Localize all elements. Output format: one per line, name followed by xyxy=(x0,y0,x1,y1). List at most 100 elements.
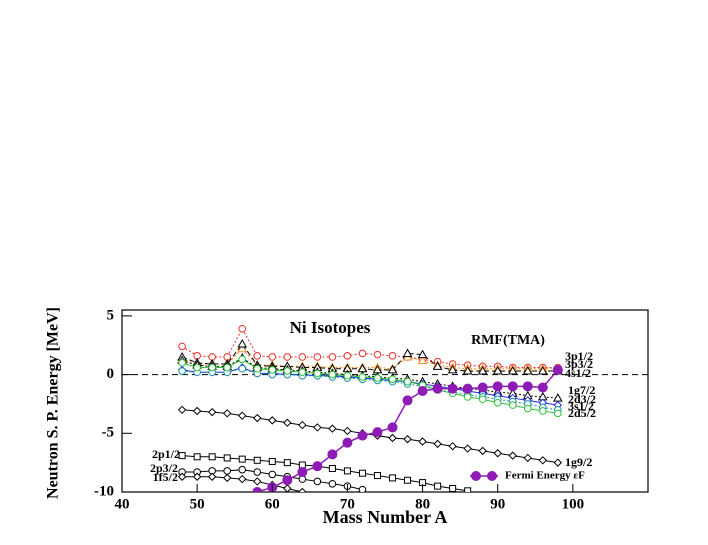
point xyxy=(283,459,291,467)
y-axis-label: Neutron S. P. Energy [MeV] xyxy=(45,307,62,499)
point xyxy=(553,458,563,467)
point xyxy=(448,441,457,451)
series-label: 4s1/2 xyxy=(565,366,591,380)
series-line xyxy=(181,357,558,399)
point xyxy=(222,473,232,483)
point xyxy=(328,465,336,473)
point xyxy=(462,383,473,394)
point xyxy=(238,324,247,333)
legend-label: Fermi Energy εF xyxy=(505,470,585,482)
point xyxy=(373,350,382,359)
point xyxy=(552,364,563,375)
chart-title: Ni Isotopes xyxy=(290,318,371,337)
point xyxy=(433,439,442,449)
point xyxy=(449,484,457,492)
point xyxy=(554,409,562,418)
point xyxy=(313,353,322,361)
point xyxy=(493,449,502,458)
point xyxy=(253,477,262,486)
point xyxy=(207,407,217,417)
point xyxy=(463,393,472,401)
point xyxy=(358,349,367,358)
x-tick-label: 50 xyxy=(190,496,205,512)
point xyxy=(313,369,322,378)
point xyxy=(223,363,231,372)
y-tick-label: -10 xyxy=(94,483,114,499)
point xyxy=(372,427,383,438)
point xyxy=(252,487,263,492)
point xyxy=(313,477,322,486)
point xyxy=(253,351,262,360)
point xyxy=(463,444,472,453)
point xyxy=(297,467,308,478)
point xyxy=(387,364,398,374)
point xyxy=(508,401,517,409)
plot-area xyxy=(122,324,648,492)
point xyxy=(253,413,262,423)
series-label: 1g7/2 xyxy=(568,383,595,397)
point xyxy=(447,383,458,394)
x-tick-label: 60 xyxy=(265,496,280,512)
point xyxy=(537,366,548,375)
point xyxy=(373,472,381,480)
point xyxy=(417,386,428,397)
point xyxy=(432,361,443,370)
point xyxy=(268,366,277,374)
point xyxy=(178,452,186,460)
point xyxy=(253,456,261,464)
point xyxy=(238,364,247,373)
x-tick-label: 40 xyxy=(115,496,130,512)
point xyxy=(478,446,487,456)
point xyxy=(298,420,307,430)
point xyxy=(358,469,366,477)
point xyxy=(522,381,533,392)
point xyxy=(388,375,397,384)
point xyxy=(328,370,337,379)
point xyxy=(417,355,428,364)
point xyxy=(178,367,186,375)
point xyxy=(193,363,201,372)
x-tick-label: 70 xyxy=(340,496,355,512)
point xyxy=(312,461,323,472)
series-label: 1f5/2 xyxy=(153,470,178,484)
point xyxy=(283,353,292,361)
point xyxy=(192,472,202,481)
point xyxy=(432,383,443,394)
point xyxy=(253,468,262,476)
point xyxy=(523,453,532,463)
x-tick-label: 80 xyxy=(415,496,430,512)
point xyxy=(493,398,502,407)
point xyxy=(477,366,488,375)
point xyxy=(328,424,337,433)
point xyxy=(477,382,488,393)
point xyxy=(357,430,368,441)
point xyxy=(464,487,472,492)
series-line xyxy=(182,409,558,464)
point xyxy=(193,453,201,461)
point xyxy=(402,395,413,406)
series-label: 1g9/2 xyxy=(565,455,592,469)
point xyxy=(507,366,518,375)
point xyxy=(238,411,247,420)
point xyxy=(522,366,533,375)
plot-frame xyxy=(121,309,649,493)
y-tick-label: -5 xyxy=(102,425,115,441)
annotation: RMF(TMA) xyxy=(471,333,545,348)
point xyxy=(208,453,216,461)
point xyxy=(268,457,276,465)
point xyxy=(282,475,293,486)
point xyxy=(389,474,397,482)
point xyxy=(343,426,352,436)
point xyxy=(268,470,277,479)
point xyxy=(327,449,338,460)
point xyxy=(192,406,202,416)
point xyxy=(238,355,247,364)
point xyxy=(387,422,398,433)
series-label: 3s1/2 xyxy=(568,399,594,413)
point xyxy=(403,377,412,386)
point xyxy=(537,382,548,393)
point xyxy=(328,479,337,488)
series-label: 2p1/2 xyxy=(152,447,180,461)
point xyxy=(223,467,231,475)
